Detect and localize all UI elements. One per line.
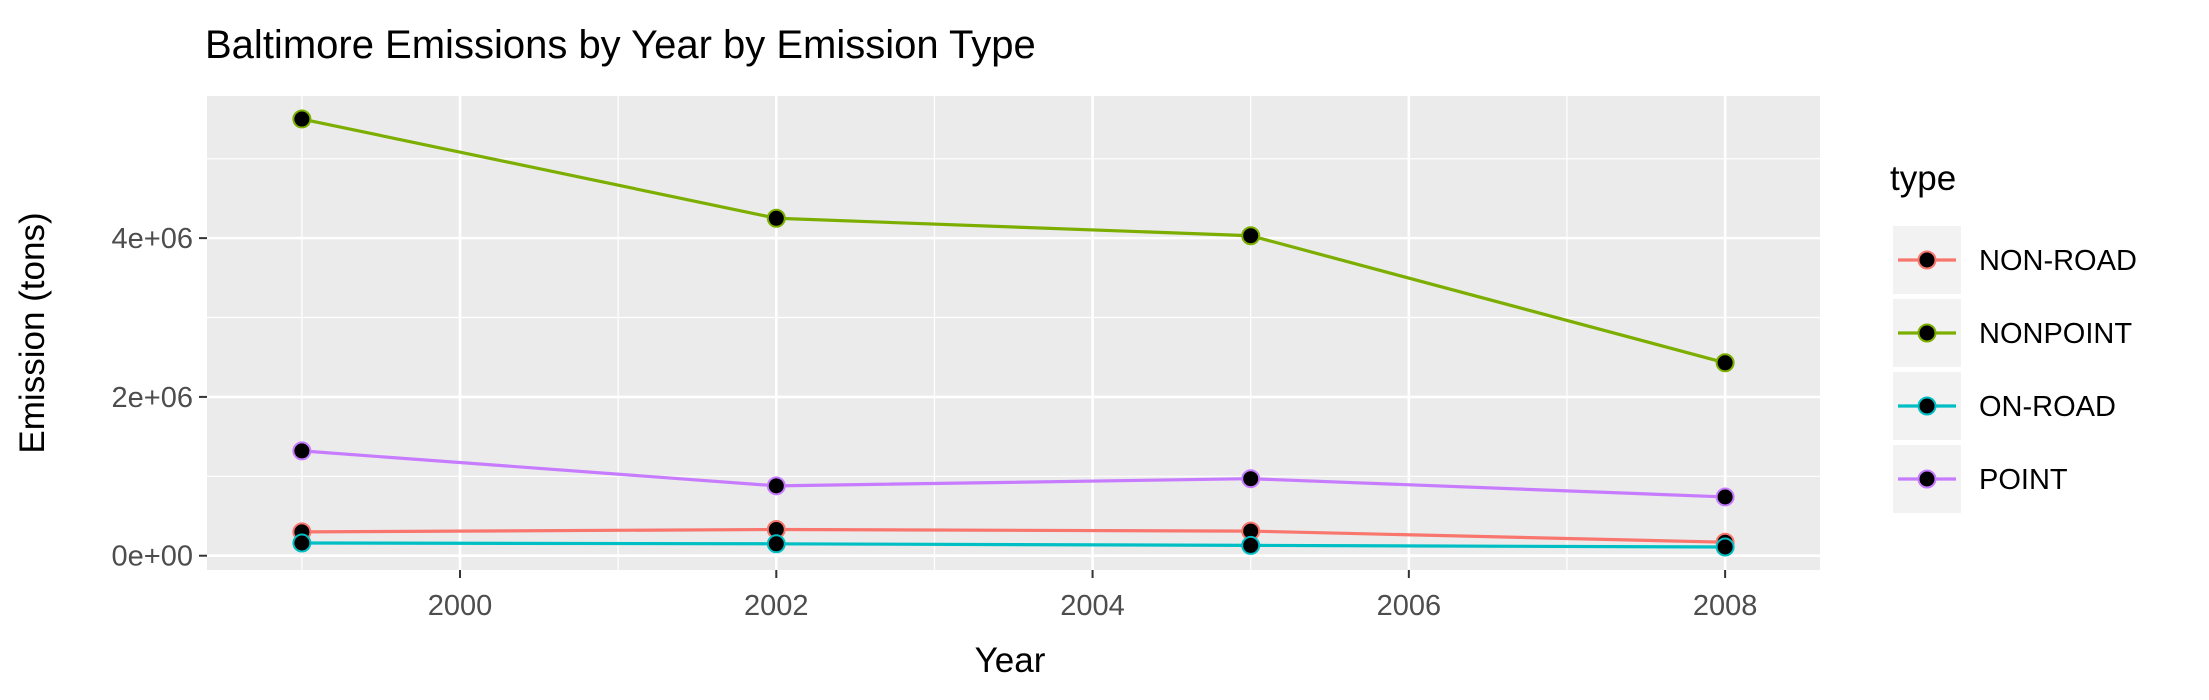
- data-point-point: [1715, 487, 1735, 507]
- series-line-point: [301, 449, 1726, 499]
- data-point-point: [766, 476, 786, 496]
- x-tick-label: 2008: [1693, 590, 1758, 622]
- y-tick-label: 2e+06: [112, 382, 193, 414]
- x-tick-label: 2004: [1060, 590, 1125, 622]
- chart-title: Baltimore Emissions by Year by Emission …: [205, 23, 1036, 67]
- data-point-on-road: [766, 534, 786, 554]
- legend-items: NON-ROAD NONPOINT ON-ROAD POINT: [1893, 226, 2137, 513]
- legend-key-point: [1917, 469, 1937, 489]
- data-point-nonpoint: [1715, 353, 1735, 373]
- legend-key-point: [1917, 250, 1937, 270]
- axes: 2000 2002 2004 2006 2008 0e+00 2e+06 4e+06: [112, 223, 1758, 622]
- series-line-on-road: [301, 541, 1726, 549]
- data-point-nonpoint: [292, 109, 312, 129]
- data-point-point: [292, 441, 312, 461]
- data-point-nonpoint: [1241, 226, 1261, 246]
- data-point-on-road: [1241, 535, 1261, 555]
- y-tick-label: 0e+00: [112, 541, 193, 573]
- y-axis-title: Emission (tons): [13, 212, 52, 453]
- x-tick-label: 2000: [428, 590, 493, 622]
- series-layer: [292, 109, 1735, 557]
- legend-label: NON-ROAD: [1979, 245, 2137, 277]
- plot-panel: [207, 96, 1820, 570]
- data-point-on-road: [292, 533, 312, 553]
- legend-title: type: [1890, 159, 1956, 198]
- data-point-point: [1241, 469, 1261, 489]
- panel-background: [207, 96, 1820, 570]
- series-line-non-road: [301, 527, 1726, 544]
- series-line-nonpoint: [301, 117, 1726, 365]
- legend-label: NONPOINT: [1979, 318, 2132, 350]
- legend-key-point: [1917, 396, 1937, 416]
- legend-label: ON-ROAD: [1979, 391, 2116, 423]
- data-point-nonpoint: [766, 208, 786, 228]
- data-point-on-road: [1715, 537, 1735, 557]
- legend: type NON-ROAD NONPOINT ON-ROAD POINT: [1890, 159, 2137, 513]
- x-tick-label: 2006: [1377, 590, 1442, 622]
- legend-label: POINT: [1979, 464, 2068, 496]
- x-tick-label: 2002: [744, 590, 809, 622]
- legend-key-point: [1917, 323, 1937, 343]
- x-axis-title: Year: [975, 641, 1046, 680]
- y-tick-label: 4e+06: [112, 223, 193, 255]
